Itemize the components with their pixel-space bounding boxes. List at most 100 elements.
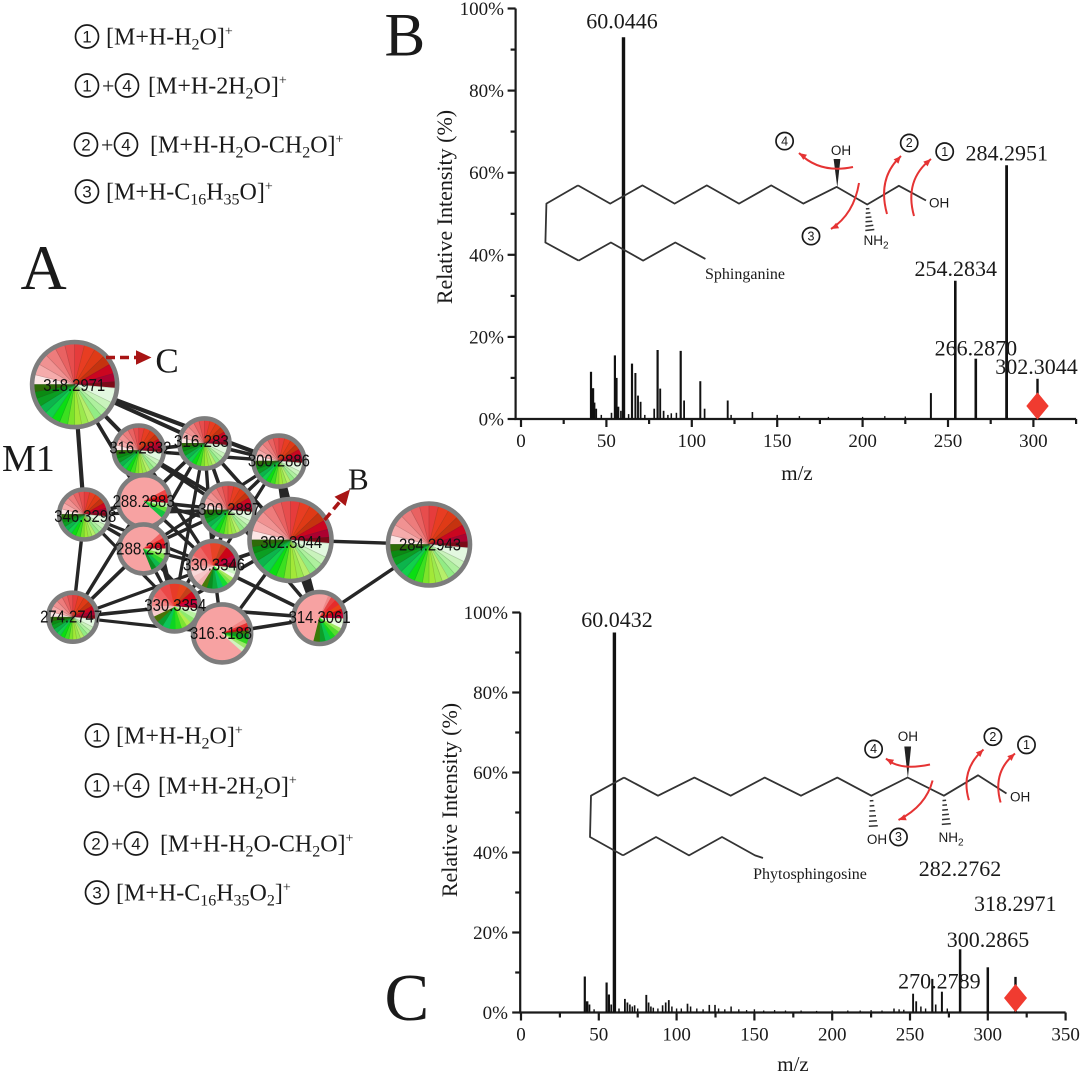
svg-text:M1: M1	[2, 438, 55, 480]
svg-text:+: +	[111, 832, 123, 857]
svg-text:300.2887: 300.2887	[198, 499, 260, 519]
svg-text:[M+H-H2​O-CH2​O]+: [M+H-H2​O-CH2​O]+	[150, 133, 344, 162]
svg-text:B: B	[385, 3, 426, 70]
svg-text:0%: 0%	[483, 1003, 509, 1024]
svg-text:80%: 80%	[469, 81, 504, 102]
svg-text:0: 0	[516, 431, 526, 452]
svg-text:20%: 20%	[469, 327, 504, 348]
svg-text:80%: 80%	[473, 683, 508, 704]
svg-text:+: +	[112, 774, 124, 799]
svg-text:150: 150	[763, 431, 792, 452]
svg-text:300: 300	[1019, 431, 1048, 452]
svg-text:346.3298: 346.3298	[54, 506, 116, 526]
svg-text:[M+H-H2​O-CH2​O]+: [M+H-H2​O-CH2​O]+	[160, 832, 354, 861]
svg-text:[M+H-C16​H35​O2​]+: [M+H-C16​H35​O2​]+	[116, 881, 291, 910]
svg-text:Relative Intensity (%): Relative Intensity (%)	[437, 703, 462, 897]
svg-text:270.2789: 270.2789	[898, 969, 981, 994]
svg-text:40%: 40%	[469, 245, 504, 266]
svg-text:1: 1	[82, 76, 91, 95]
svg-text:Sphinganine: Sphinganine	[705, 266, 785, 283]
svg-text:266.2870: 266.2870	[935, 336, 1018, 361]
svg-text:[M+H-2H2​O]+: [M+H-2H2​O]+	[158, 774, 297, 803]
svg-text:100%: 100%	[460, 0, 505, 20]
svg-text:C: C	[155, 342, 178, 381]
svg-text:C: C	[385, 961, 430, 1035]
svg-text:2: 2	[906, 136, 913, 150]
svg-text:100: 100	[662, 1025, 691, 1046]
svg-text:302.3044: 302.3044	[260, 532, 322, 552]
svg-text:3: 3	[82, 182, 91, 201]
svg-text:m/z: m/z	[777, 1052, 809, 1075]
svg-text:50: 50	[597, 431, 616, 452]
svg-text:250: 250	[934, 431, 963, 452]
svg-text:NH2: NH2	[863, 233, 889, 252]
svg-text:NH2: NH2	[938, 830, 964, 849]
svg-text:2: 2	[81, 135, 90, 154]
svg-text:[M+H-2H2​O]+: [M+H-2H2​O]+	[148, 74, 287, 103]
svg-text:OH: OH	[1010, 790, 1030, 805]
svg-text:1: 1	[92, 776, 101, 795]
svg-text:1: 1	[92, 726, 101, 745]
svg-text:3: 3	[895, 830, 902, 844]
svg-text:OH: OH	[867, 832, 887, 847]
svg-text:200: 200	[848, 431, 877, 452]
svg-text:288.2883: 288.2883	[113, 491, 175, 511]
svg-text:318.2971: 318.2971	[974, 891, 1057, 916]
svg-text:3: 3	[808, 229, 815, 243]
svg-text:300: 300	[974, 1025, 1003, 1046]
svg-text:300.2865: 300.2865	[947, 927, 1030, 952]
svg-text:60%: 60%	[469, 163, 504, 184]
svg-text:1: 1	[82, 27, 91, 46]
svg-text:m/z: m/z	[781, 461, 813, 485]
svg-text:2: 2	[91, 834, 100, 853]
svg-text:4: 4	[122, 76, 131, 95]
svg-text:300.2886: 300.2886	[248, 450, 310, 470]
svg-text:350: 350	[1051, 1025, 1080, 1046]
svg-text:4: 4	[132, 776, 141, 795]
svg-text:20%: 20%	[473, 923, 508, 944]
svg-text:[M+H-H2​O]+: [M+H-H2​O]+	[116, 724, 243, 753]
svg-text:4: 4	[121, 135, 130, 154]
svg-text:200: 200	[818, 1025, 847, 1046]
svg-text:288.291: 288.291	[116, 539, 171, 559]
svg-text:60%: 60%	[473, 763, 508, 784]
svg-text:274.2747: 274.2747	[40, 606, 102, 626]
svg-text:316.2832: 316.2832	[109, 437, 171, 457]
svg-text:50: 50	[589, 1025, 608, 1046]
svg-text:2: 2	[989, 730, 996, 744]
svg-text:0%: 0%	[479, 410, 505, 431]
svg-text:284.2943: 284.2943	[399, 535, 461, 555]
svg-text:100%: 100%	[464, 603, 509, 624]
svg-text:Phytosphingosine: Phytosphingosine	[753, 866, 867, 883]
svg-text:1: 1	[941, 145, 948, 159]
svg-text:OH: OH	[929, 196, 949, 211]
svg-text:284.2951: 284.2951	[965, 141, 1048, 166]
svg-text:250: 250	[896, 1025, 925, 1046]
svg-text:282.2762: 282.2762	[919, 856, 1002, 881]
svg-text:318.2971: 318.2971	[43, 375, 105, 395]
svg-text:+: +	[102, 74, 114, 99]
svg-text:OH: OH	[831, 143, 851, 158]
svg-text:316.3188: 316.3188	[190, 623, 252, 643]
svg-text:+: +	[101, 133, 113, 158]
svg-text:302.3044: 302.3044	[995, 354, 1078, 379]
svg-text:330.3354: 330.3354	[144, 595, 206, 615]
svg-text:60.0432: 60.0432	[581, 607, 653, 632]
svg-text:40%: 40%	[473, 843, 508, 864]
svg-text:330.3346: 330.3346	[183, 554, 245, 574]
svg-text:B: B	[348, 462, 369, 497]
svg-text:314.3061: 314.3061	[289, 607, 351, 627]
svg-text:Relative Intensity (%): Relative Intensity (%)	[432, 110, 457, 304]
svg-text:4: 4	[131, 834, 140, 853]
svg-text:100: 100	[678, 431, 707, 452]
svg-text:OH: OH	[898, 729, 918, 744]
svg-text:[M+H-C16​H35​O]+: [M+H-C16​H35​O]+	[106, 180, 273, 209]
svg-text:A: A	[21, 232, 67, 303]
svg-text:316.283: 316.283	[174, 431, 229, 451]
svg-text:0: 0	[516, 1025, 526, 1046]
svg-text:[M+H-H2​O]+: [M+H-H2​O]+	[106, 25, 233, 54]
svg-text:1: 1	[1023, 738, 1030, 752]
svg-text:60.0446: 60.0446	[586, 9, 658, 34]
svg-text:3: 3	[92, 883, 101, 902]
svg-text:150: 150	[740, 1025, 769, 1046]
